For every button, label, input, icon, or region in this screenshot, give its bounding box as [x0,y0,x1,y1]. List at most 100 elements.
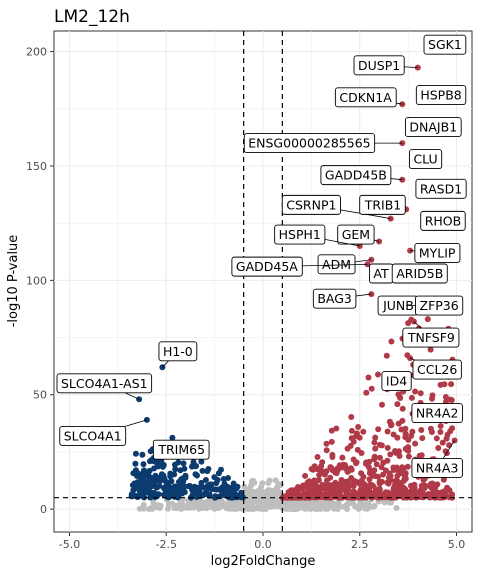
down-point [155,463,162,470]
up-point [335,488,342,495]
gene-label-text: NR4A3 [416,460,459,475]
up-point [373,461,380,468]
up-point [311,477,318,484]
up-point [320,492,327,499]
gene-label-text: DUSP1 [358,58,400,73]
down-point [147,489,154,496]
down-point [214,477,221,483]
down-point [218,488,225,495]
up-point [348,475,355,481]
up-point [378,464,385,471]
up-point [435,445,442,451]
up-point [419,435,426,442]
gene-label-text: TNFSF9 [407,330,455,345]
up-point [328,427,335,434]
ns-point [265,480,272,486]
gene-label-box [411,457,463,478]
gene-label-text: RHOB [425,213,462,228]
down-point [221,480,228,487]
chart-title: LM2_12h [54,7,130,27]
ns-point [205,498,212,505]
down-point [166,483,173,490]
ns-point [393,505,400,511]
up-point [344,481,351,488]
ns-point [140,505,147,512]
axis-layer: -5.0 -2.5 0.0 2.5 5.0 0 50 100 150 200 [26,46,465,551]
up-point [412,440,419,447]
gene-label-hspb8: HSPB8 [415,85,467,106]
gene-label-text: GEM [342,227,370,242]
up-point [352,490,359,497]
gene-label-trim65: TRIM65 [152,439,210,460]
down-point [231,490,238,497]
grid-layer [54,31,472,532]
gene-label-clu: CLU [408,149,443,170]
up-point [366,476,373,483]
up-point [342,462,348,468]
gene-label-text: CCL26 [417,362,457,377]
gene-label-box [420,210,466,231]
ns-point [247,482,254,489]
ns-point [214,504,221,511]
gene-label-text: GADD45A [236,259,298,274]
ns-point [249,505,256,511]
up-point [404,463,411,470]
down-point [238,489,245,496]
down-point [198,479,205,486]
y-tick-label: 0 [40,503,47,516]
labeled-gene-point [368,256,375,263]
down-point [139,484,146,490]
up-point [327,474,334,481]
threshold-layer [54,31,472,532]
up-point [371,467,378,474]
gene-label-gem: GEM [337,224,380,245]
gene-label-text: GADD45B [325,168,387,183]
down-point [198,458,205,465]
up-point [356,481,363,487]
up-point [348,427,355,434]
gene-label-tnfsf9: TNFSF9 [402,321,460,348]
up-point [424,316,431,323]
up-point [343,489,350,496]
ns-point [265,494,272,501]
down-point [192,491,199,497]
down-point [175,483,182,490]
gene-label-h1-0: H1-0 [158,341,198,368]
down-point [163,487,169,494]
up-point [384,457,391,464]
down-point [194,484,201,491]
gene-label-box [408,149,443,170]
up-point [442,394,449,400]
down-point [175,493,182,500]
ns-point [236,503,243,510]
gene-label-text: RASD1 [420,181,462,196]
down-point [227,488,234,495]
gene-label-box [152,439,210,460]
gene-label-box [320,165,392,186]
up-point [429,488,436,495]
up-point [332,469,339,476]
ns-point [306,505,313,512]
ns-point [272,503,279,510]
gene-label-rasd1: RASD1 [415,178,467,199]
gene-label-box [334,87,397,108]
up-point [405,444,412,451]
up-point [354,446,361,453]
ns-point [282,503,289,510]
labeled-gene-point [364,261,371,268]
up-point [427,346,434,353]
up-point [327,464,334,471]
up-point [350,456,357,463]
down-point [199,467,206,474]
gene-label-box [359,194,406,215]
up-point [375,473,382,480]
up-point [448,397,455,404]
up-point [395,420,402,427]
gene-label-hsph1: HSPH1 [274,224,360,247]
up-point [444,493,451,500]
up-point [376,441,383,448]
down-point [204,482,211,489]
up-point [395,466,401,473]
ns-point [298,501,305,508]
